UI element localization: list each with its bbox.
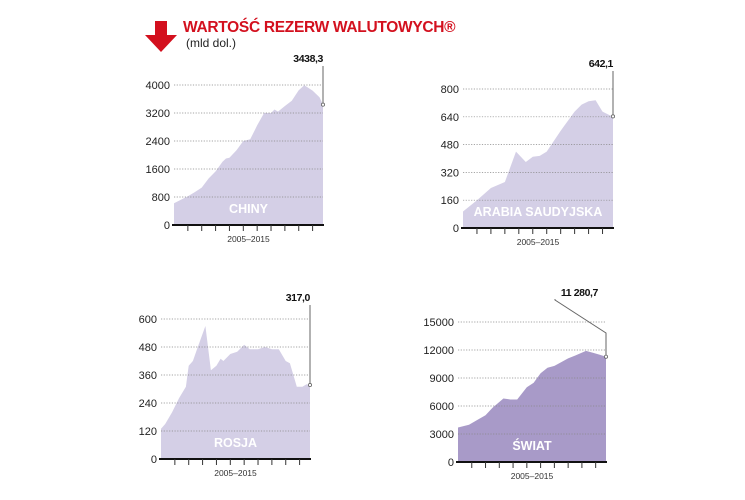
last-value-marker [604,354,609,359]
x-axis-label: 2005–2015 [214,468,257,478]
y-tick-label: 800 [152,192,170,204]
down-arrow-icon [145,21,177,52]
y-tick-label: 15000 [423,317,454,329]
series-name: ŚWIAT [512,438,552,453]
series-name: ROSJA [214,436,257,450]
series-name: ARABIA SAUDYJSKA [474,205,603,219]
area-series [463,100,613,228]
y-tick-label: 480 [139,342,157,354]
y-tick-label: 4000 [146,80,170,92]
y-tick-label: 3000 [430,429,454,441]
last-value-marker [611,114,616,119]
y-tick-label: 360 [139,370,157,382]
y-tick-label: 120 [139,426,157,438]
y-tick-label: 2400 [146,136,170,148]
last-value-label: 3438,3 [293,53,323,65]
y-tick-label: 3200 [146,108,170,120]
last-value-marker [320,102,325,107]
chart-1: 0 160 320 480 640 800 2005–2015 ARABIA SAUDYJSK… [441,58,616,247]
x-axis-label: 2005–2015 [227,234,270,244]
last-value-label: 317,0 [286,292,311,304]
y-tick-label: 160 [441,195,459,207]
last-value-label: 642,1 [589,58,614,70]
last-value-marker [307,383,312,388]
y-tick-label: 320 [441,167,459,179]
y-tick-label: 240 [139,398,157,410]
y-tick-label: 640 [441,112,459,124]
x-axis-label: 2005–2015 [517,237,560,247]
infographic-title: WARTOŚĆ REZERW WALUTOWYCH® [183,19,456,36]
y-tick-label: 0 [151,454,157,466]
y-tick-label: 9000 [430,373,454,385]
y-tick-label: 800 [441,84,459,96]
last-value-label: 11 280,7 [561,287,599,299]
series-name: CHINY [229,202,269,216]
leader-line [554,299,607,357]
chart-0: 0 800 1600 2400 3200 4000 2005–2015 CHINY 3438,3 [146,53,325,244]
y-tick-label: 480 [441,140,459,152]
y-tick-label: 1600 [146,164,170,176]
y-tick-label: 0 [164,220,170,232]
y-tick-label: 12000 [423,345,454,357]
x-axis-label: 2005–2015 [511,471,554,481]
chart-3: 0 3000 6000 9000 12000 15000 2005–2015 ŚWIAT 11 … [423,287,609,481]
infographic-subtitle: (mld dol.) [186,36,237,50]
y-tick-label: 600 [139,314,157,326]
chart-2: 0 120 240 360 480 600 2005–2015 ROSJA 317,0 [139,292,312,478]
y-tick-label: 0 [448,457,454,469]
y-tick-label: 0 [453,223,459,235]
area-series [174,85,323,225]
area-series [161,326,310,459]
y-tick-label: 6000 [430,401,454,413]
